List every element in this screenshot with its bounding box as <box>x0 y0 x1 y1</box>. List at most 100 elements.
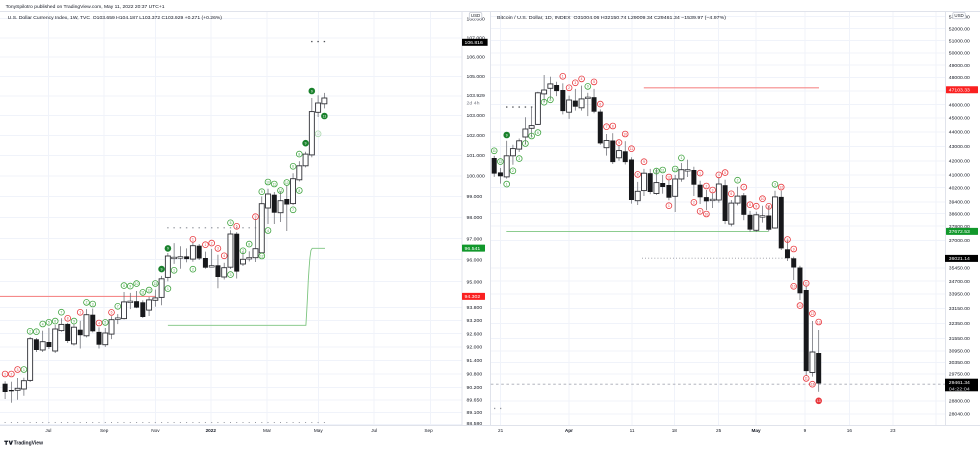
svg-text:7: 7 <box>117 305 119 309</box>
svg-text:6: 6 <box>292 165 294 169</box>
svg-text:12: 12 <box>279 189 283 193</box>
svg-text:9: 9 <box>587 85 589 89</box>
svg-text:3: 3 <box>217 247 219 251</box>
svg-text:12: 12 <box>811 312 815 316</box>
svg-text:12: 12 <box>811 383 815 387</box>
svg-text:7: 7 <box>60 311 62 315</box>
svg-text:96.541: 96.541 <box>465 246 481 252</box>
svg-text:90.200: 90.200 <box>467 385 483 391</box>
svg-text:Jul: Jul <box>371 428 377 433</box>
svg-text:37000.00: 37000.00 <box>949 238 970 244</box>
svg-text:10: 10 <box>705 212 709 216</box>
svg-text:11: 11 <box>630 147 634 151</box>
svg-text:3: 3 <box>230 273 232 277</box>
svg-text:52000.00: 52000.00 <box>949 26 970 32</box>
svg-text:8: 8 <box>298 189 300 193</box>
svg-text:13: 13 <box>817 399 821 403</box>
svg-text:34700.00: 34700.00 <box>949 279 970 285</box>
svg-text:May: May <box>751 428 761 433</box>
svg-text:13: 13 <box>323 114 327 118</box>
svg-text:10: 10 <box>623 132 627 136</box>
svg-text:12: 12 <box>779 185 783 189</box>
svg-text:11: 11 <box>804 377 808 381</box>
svg-text:93.200: 93.200 <box>467 318 483 324</box>
svg-text:106.816: 106.816 <box>465 40 484 46</box>
svg-text:10: 10 <box>266 180 270 184</box>
svg-text:9: 9 <box>161 267 163 271</box>
svg-text:6: 6 <box>54 319 56 323</box>
svg-text:25: 25 <box>716 428 722 433</box>
svg-text:11: 11 <box>767 205 771 209</box>
svg-text:47103.33: 47103.33 <box>949 88 970 94</box>
svg-text:3: 3 <box>774 183 776 187</box>
svg-text:4: 4 <box>524 142 526 146</box>
svg-text:13: 13 <box>673 167 677 171</box>
svg-text:89.100: 89.100 <box>467 410 483 416</box>
svg-text:U.S. Dollar Currency Index, 1W: U.S. Dollar Currency Index, 1W, TVC O103… <box>8 15 223 21</box>
svg-text:8: 8 <box>123 284 125 288</box>
svg-text:102.000: 102.000 <box>467 133 486 139</box>
svg-text:100.000: 100.000 <box>467 174 486 180</box>
svg-text:108.000: 108.000 <box>467 16 486 22</box>
svg-text:31550.00: 31550.00 <box>949 336 970 342</box>
svg-text:10: 10 <box>135 282 139 286</box>
svg-text:9: 9 <box>643 160 645 164</box>
svg-text:40200.00: 40200.00 <box>949 185 970 191</box>
svg-text:7: 7 <box>242 249 244 253</box>
svg-text:04:22:04: 04:22:04 <box>949 386 971 391</box>
svg-text:33950.00: 33950.00 <box>949 292 970 298</box>
svg-text:TonySpilotro published on Trad: TonySpilotro published on TradingView.co… <box>6 4 165 10</box>
svg-text:89.650: 89.650 <box>467 398 483 404</box>
svg-text:4: 4 <box>98 321 100 325</box>
svg-text:9: 9 <box>755 205 757 209</box>
svg-text:93.800: 93.800 <box>467 305 483 311</box>
svg-text:4: 4 <box>267 229 269 233</box>
svg-text:7: 7 <box>292 208 294 212</box>
svg-text:9: 9 <box>793 247 795 251</box>
svg-text:13: 13 <box>153 282 157 286</box>
svg-text:7: 7 <box>743 185 745 189</box>
svg-text:TradingView: TradingView <box>14 441 43 447</box>
svg-text:9: 9 <box>699 210 701 214</box>
svg-text:2d 4h: 2d 4h <box>467 101 481 106</box>
svg-text:35450.00: 35450.00 <box>949 266 970 272</box>
svg-text:8: 8 <box>749 203 751 207</box>
svg-text:92.000: 92.000 <box>467 345 483 351</box>
svg-text:92.600: 92.600 <box>467 331 483 337</box>
svg-text:9: 9 <box>255 215 257 219</box>
svg-text:2: 2 <box>211 241 213 245</box>
svg-text:3: 3 <box>712 188 714 192</box>
svg-text:37672.53: 37672.53 <box>949 229 970 235</box>
svg-text:1: 1 <box>79 311 81 315</box>
svg-text:9: 9 <box>311 89 313 93</box>
svg-text:1: 1 <box>173 269 175 273</box>
svg-text:38600.00: 38600.00 <box>949 211 970 217</box>
svg-text:30350.00: 30350.00 <box>949 360 970 366</box>
svg-text:12: 12 <box>316 132 320 136</box>
svg-text:11: 11 <box>141 291 145 295</box>
svg-text:32350.00: 32350.00 <box>949 321 970 327</box>
svg-text:2: 2 <box>192 268 194 272</box>
svg-text:1: 1 <box>668 204 670 208</box>
svg-text:11: 11 <box>804 282 808 286</box>
svg-text:8: 8 <box>67 317 69 321</box>
svg-text:5: 5 <box>104 321 106 325</box>
svg-text:3: 3 <box>574 81 576 85</box>
svg-text:1: 1 <box>699 171 701 175</box>
svg-text:37800.00: 37800.00 <box>949 224 970 230</box>
svg-text:1: 1 <box>192 238 194 242</box>
svg-text:8: 8 <box>298 152 300 156</box>
svg-text:2: 2 <box>693 201 695 205</box>
svg-text:9: 9 <box>804 428 807 433</box>
svg-text:50000.00: 50000.00 <box>949 51 970 57</box>
svg-text:10: 10 <box>655 169 659 173</box>
svg-text:36021.14: 36021.14 <box>949 256 970 262</box>
svg-text:7: 7 <box>543 101 545 105</box>
svg-text:91.400: 91.400 <box>467 358 483 364</box>
svg-text:4: 4 <box>223 254 225 258</box>
svg-text:96.000: 96.000 <box>467 257 483 263</box>
svg-text:1: 1 <box>680 156 682 160</box>
svg-text:11: 11 <box>661 168 665 172</box>
svg-text:5: 5 <box>48 321 50 325</box>
svg-text:98.000: 98.000 <box>467 215 483 221</box>
